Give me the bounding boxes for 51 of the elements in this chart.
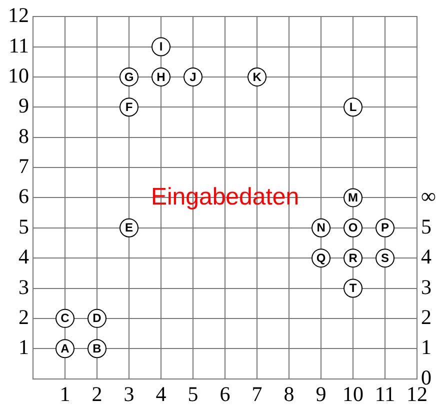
- data-label: T: [349, 281, 358, 296]
- data-label: P: [381, 220, 390, 235]
- x-tick-label: 10: [342, 382, 364, 406]
- x-tick-label: 6: [220, 382, 230, 406]
- y2-tick-label: 2: [421, 304, 432, 329]
- y2-tick-label: 4: [421, 244, 432, 269]
- y2-tick-label: 3: [421, 274, 432, 299]
- y2-tick-label: 5: [421, 214, 432, 238]
- data-label: I: [159, 40, 163, 54]
- y-tick-label: 1: [18, 335, 29, 360]
- x-tick-label: 5: [188, 382, 198, 406]
- data-label: R: [348, 250, 358, 265]
- y-tick-label: 8: [18, 124, 29, 148]
- data-label: J: [190, 70, 196, 84]
- y2-tick-label: 1: [421, 335, 432, 360]
- x-tick-label: 4: [156, 382, 167, 406]
- x-tick-label: 9: [316, 382, 326, 406]
- x-tick-label: 1: [60, 382, 70, 406]
- data-label: C: [60, 311, 70, 326]
- y-tick-label: 5: [18, 214, 29, 238]
- data-label: S: [381, 250, 390, 265]
- data-label: G: [124, 70, 134, 84]
- data-label: E: [125, 220, 134, 235]
- data-label: A: [60, 341, 70, 356]
- data-label: O: [348, 220, 358, 235]
- y-tick-label: 12: [8, 3, 29, 28]
- data-label: Q: [316, 250, 326, 265]
- data-label: H: [156, 70, 166, 84]
- data-label: B: [92, 341, 102, 356]
- x-tick-label: 8: [284, 382, 294, 406]
- data-label: L: [349, 100, 357, 114]
- data-label: F: [125, 100, 133, 114]
- x-tick-label: 11: [374, 382, 396, 406]
- y-tick-label: 3: [18, 274, 29, 299]
- annotation: Eingabedaten: [150, 183, 300, 210]
- y-tick-label: 11: [8, 33, 29, 58]
- y-tick-label: 9: [18, 94, 29, 118]
- y2-tick-label: ∞: [421, 184, 436, 208]
- y-tick-label: 4: [18, 244, 30, 269]
- y-tick-label: 6: [18, 184, 29, 208]
- y-tick-label: 7: [18, 154, 29, 178]
- x-tick-label: 7: [252, 382, 262, 406]
- point: [152, 37, 171, 56]
- x-tick-label: 3: [124, 382, 134, 406]
- x-tick-label: 2: [92, 382, 102, 406]
- data-label: D: [92, 311, 102, 326]
- y-tick-label: 2: [18, 304, 29, 329]
- data-label: M: [348, 190, 358, 205]
- data-label: K: [252, 70, 262, 84]
- y-tick-label: 10: [8, 63, 29, 88]
- data-label: N: [316, 220, 326, 235]
